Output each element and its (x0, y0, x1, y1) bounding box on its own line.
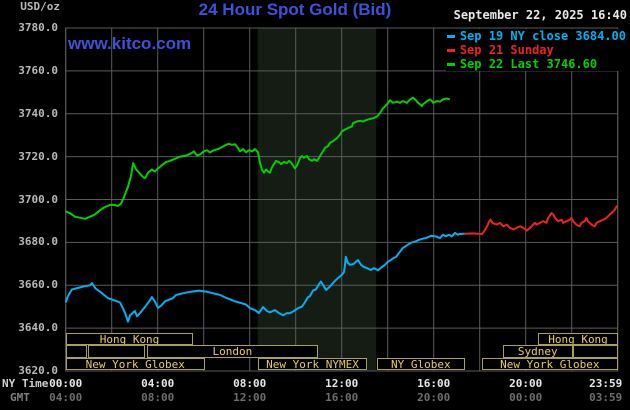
y-tick-label: 3680.0 (18, 235, 58, 249)
y-tick-label: 3640.0 (18, 321, 58, 335)
ny-tick-label: 23:59 (589, 377, 623, 390)
y-tick-label: 3760.0 (18, 63, 58, 77)
legend-item-sep19: Sep 19 NY close 3684.00 (446, 29, 626, 43)
legend-item-sep22: Sep 22 Last 3746.60 (446, 57, 626, 71)
series-dash-icon (446, 34, 455, 38)
datetime-label: September 22, 2025 16:40 (453, 8, 627, 22)
ny-tick-label: 20:00 (509, 377, 543, 390)
gmt-tick-label: 16:00 (325, 391, 359, 404)
gmt-tick-label: 20:00 (417, 391, 451, 404)
session-box-london: London (146, 345, 318, 358)
legend-item-sep21: Sep 21 Sunday (446, 43, 626, 57)
chart-title: 24 Hour Spot Gold (Bid) (198, 0, 392, 19)
gmt-tick-label: 00:00 (509, 391, 543, 404)
ny-tick-label: 04:00 (141, 377, 175, 390)
session-box (65, 345, 88, 358)
series-line-2 (65, 96, 451, 220)
gmt-axis-caption: GMT (10, 391, 30, 404)
session-box-hong-kong: Hong Kong (538, 332, 618, 345)
session-box (88, 345, 146, 358)
session-box (572, 345, 618, 358)
ny-tick-label: 16:00 (417, 377, 451, 390)
series-line-0 (64, 231, 465, 323)
y-tick-label: 3780.0 (18, 21, 58, 34)
kitco-watermark-link[interactable]: www.kitco.com (68, 34, 192, 53)
legend-label: Sep 21 Sunday (459, 43, 554, 57)
ny-tick-label: 08:00 (233, 377, 267, 390)
plot-frame (65, 27, 619, 372)
y-tick-label: 3740.0 (18, 106, 58, 120)
y-tick-label: 3700.0 (18, 192, 58, 206)
gmt-tick-label: 12:00 (233, 391, 267, 404)
legend: Sep 19 NY close 3684.00 Sep 21 Sunday Se… (445, 29, 627, 71)
legend-label: Sep 22 Last 3746.60 (459, 57, 598, 71)
ny-tick-label: 12:00 (325, 377, 359, 390)
session-box-sydney: Sydney (502, 345, 573, 358)
y-tick-label: 3620.0 (18, 364, 58, 377)
series-dash-icon (446, 48, 455, 52)
y-tick-label: 3660.0 (18, 278, 58, 292)
session-box-ny-globex: NY Globex (376, 357, 465, 370)
series-line-1 (464, 205, 619, 235)
y-axis-unit-label: USD/oz (20, 0, 60, 13)
y-tick-label: 3720.0 (18, 149, 58, 163)
session-box-new-york-globex: New York Globex (65, 357, 205, 370)
series-dash-icon (446, 62, 455, 66)
legend-label: Sep 19 NY close 3684.00 (459, 29, 626, 43)
gmt-tick-label: 03:59 (589, 391, 623, 404)
session-box-hong-kong: Hong Kong (65, 332, 194, 345)
gmt-tick-label: 04:00 (49, 391, 83, 404)
ny-time-axis-caption: NY Time (2, 377, 49, 390)
ny-tick-label: 00:00 (49, 377, 83, 390)
session-box-new-york-globex: New York Globex (482, 357, 618, 370)
gmt-tick-label: 08:00 (141, 391, 175, 404)
session-box-new-york-nymex: New York NYMEX (257, 357, 367, 370)
